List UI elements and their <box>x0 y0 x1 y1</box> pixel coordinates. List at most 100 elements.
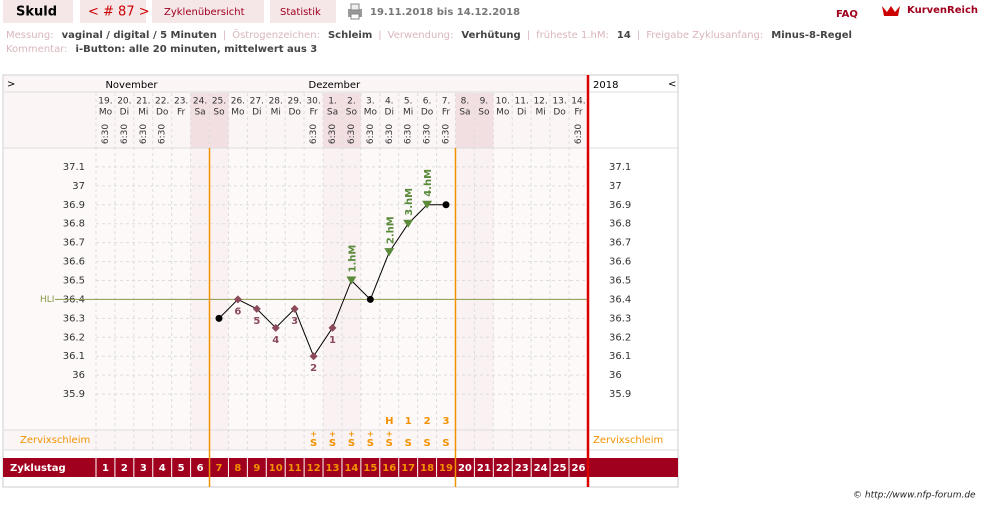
cycle-day: 18 <box>420 463 434 474</box>
point-label: 2 <box>310 363 317 374</box>
date: 12. <box>533 97 547 107</box>
time: 6:30 <box>120 124 130 144</box>
weekday: Fr <box>309 108 318 118</box>
info-value: 14 <box>616 30 631 41</box>
tab-label[interactable]: Zyklenübersicht <box>164 7 245 18</box>
cycle-label: Zyklustag <box>10 463 66 474</box>
weekday: Do <box>553 108 566 118</box>
y-tick-label: 37.1 <box>63 162 85 173</box>
cycle-day: 16 <box>382 463 396 474</box>
cycle-day: 13 <box>326 463 340 474</box>
date: 2. <box>347 97 356 107</box>
date: 6. <box>423 97 432 107</box>
weekday: Mo <box>496 108 510 118</box>
cycle-day: 24 <box>534 463 548 474</box>
tab[interactable] <box>152 0 264 23</box>
weekday: Mo <box>364 108 378 118</box>
marker-triangle <box>422 200 433 209</box>
time: 6:30 <box>442 124 452 144</box>
weekday: Fr <box>574 108 583 118</box>
weekend-head <box>209 93 229 148</box>
cycle-day: 9 <box>253 463 260 474</box>
time: 6:30 <box>309 124 319 144</box>
marker-dot <box>366 295 374 303</box>
y-tick-label-right: 35.9 <box>609 389 631 400</box>
year: 2018 <box>593 80 618 91</box>
weekday: Di <box>252 108 261 118</box>
marker-triangle <box>346 276 357 285</box>
y-tick-label-right: 36 <box>609 370 622 381</box>
weekend-head <box>323 93 342 148</box>
cycle-day: 20 <box>458 463 472 474</box>
weekend-head <box>474 93 494 148</box>
weekday: Mi <box>271 108 281 118</box>
cervix-count: 2 <box>424 416 431 427</box>
date: 22. <box>155 97 169 107</box>
weekday: Mo <box>99 108 113 118</box>
plot-area <box>4 148 588 430</box>
tab[interactable] <box>270 0 336 23</box>
weekday: Fr <box>177 108 186 118</box>
info-value: vaginal / digital / 5 Minuten <box>61 30 217 41</box>
date: 5. <box>404 97 413 107</box>
point-label: 4 <box>272 335 279 346</box>
weekday: Do <box>421 108 434 118</box>
y-tick-label: 36.6 <box>63 257 85 268</box>
print-icon[interactable] <box>348 3 362 20</box>
cycle-nav[interactable]: < # 87 > <box>88 5 150 20</box>
weekday: So <box>346 108 358 118</box>
date: 21. <box>136 97 150 107</box>
point-label: 1 <box>329 335 336 346</box>
marker-dot <box>442 201 450 209</box>
faq[interactable]: FAQ <box>836 9 858 20</box>
y-tick-label: 36.8 <box>63 219 85 230</box>
weekday: Fr <box>442 108 451 118</box>
y-tick-label-right: 36.3 <box>609 313 631 324</box>
info-line: Kommentar: i-Button: alle 20 minuten, mit… <box>6 44 323 55</box>
weekday: So <box>478 108 490 118</box>
cycle-day: 19 <box>439 463 453 474</box>
cycle-day: 26 <box>571 463 585 474</box>
date: 1. <box>328 97 337 107</box>
date: 13. <box>552 97 566 107</box>
date: 23. <box>174 97 188 107</box>
time: 6:30 <box>404 124 414 144</box>
date: 30. <box>306 97 320 107</box>
y-tick-label: 35.9 <box>63 389 85 400</box>
weekday: Di <box>120 108 129 118</box>
time: 6:30 <box>366 124 376 144</box>
nav: > <box>7 79 15 90</box>
time: 6:30 <box>385 124 395 144</box>
cycle-day: 17 <box>401 463 415 474</box>
y-tick-label-right: 36.1 <box>609 351 631 362</box>
date: 19. <box>98 97 112 107</box>
date: 10. <box>496 97 510 107</box>
weekday: Mi <box>403 108 413 118</box>
point-label: 3 <box>291 316 298 327</box>
y-tick-label-right: 36.9 <box>609 200 631 211</box>
date: 24. <box>193 97 207 107</box>
marker-diamond <box>233 295 242 304</box>
cycle-day: 15 <box>363 463 377 474</box>
cycle-tab[interactable] <box>80 0 146 23</box>
cervix-label: Zervixschleim <box>20 435 90 446</box>
cervix-symbol: S <box>405 438 412 449</box>
nav: < <box>668 79 676 90</box>
y-tick-label: 37 <box>72 181 85 192</box>
time: 6:30 <box>101 124 111 144</box>
logo[interactable]: KurvenReich <box>907 5 978 16</box>
info-label: Messung: <box>6 30 54 41</box>
y-tick-label: 36 <box>72 370 85 381</box>
tab-label[interactable]: Statistik <box>280 7 321 18</box>
weekday: Do <box>288 108 301 118</box>
info-label: Freigabe Zyklusanfang: <box>646 30 764 41</box>
cervix-label-right: Zervixschleim <box>593 435 663 446</box>
info-value: Schleim <box>327 30 373 41</box>
cervix-count: 1 <box>405 416 412 427</box>
cycle-day: 11 <box>288 463 302 474</box>
weekend-head <box>190 93 210 148</box>
separator: | <box>526 30 531 41</box>
info-label: Verwendung: <box>387 30 454 41</box>
cycle-day: 22 <box>496 463 510 474</box>
separator: | <box>378 30 382 41</box>
